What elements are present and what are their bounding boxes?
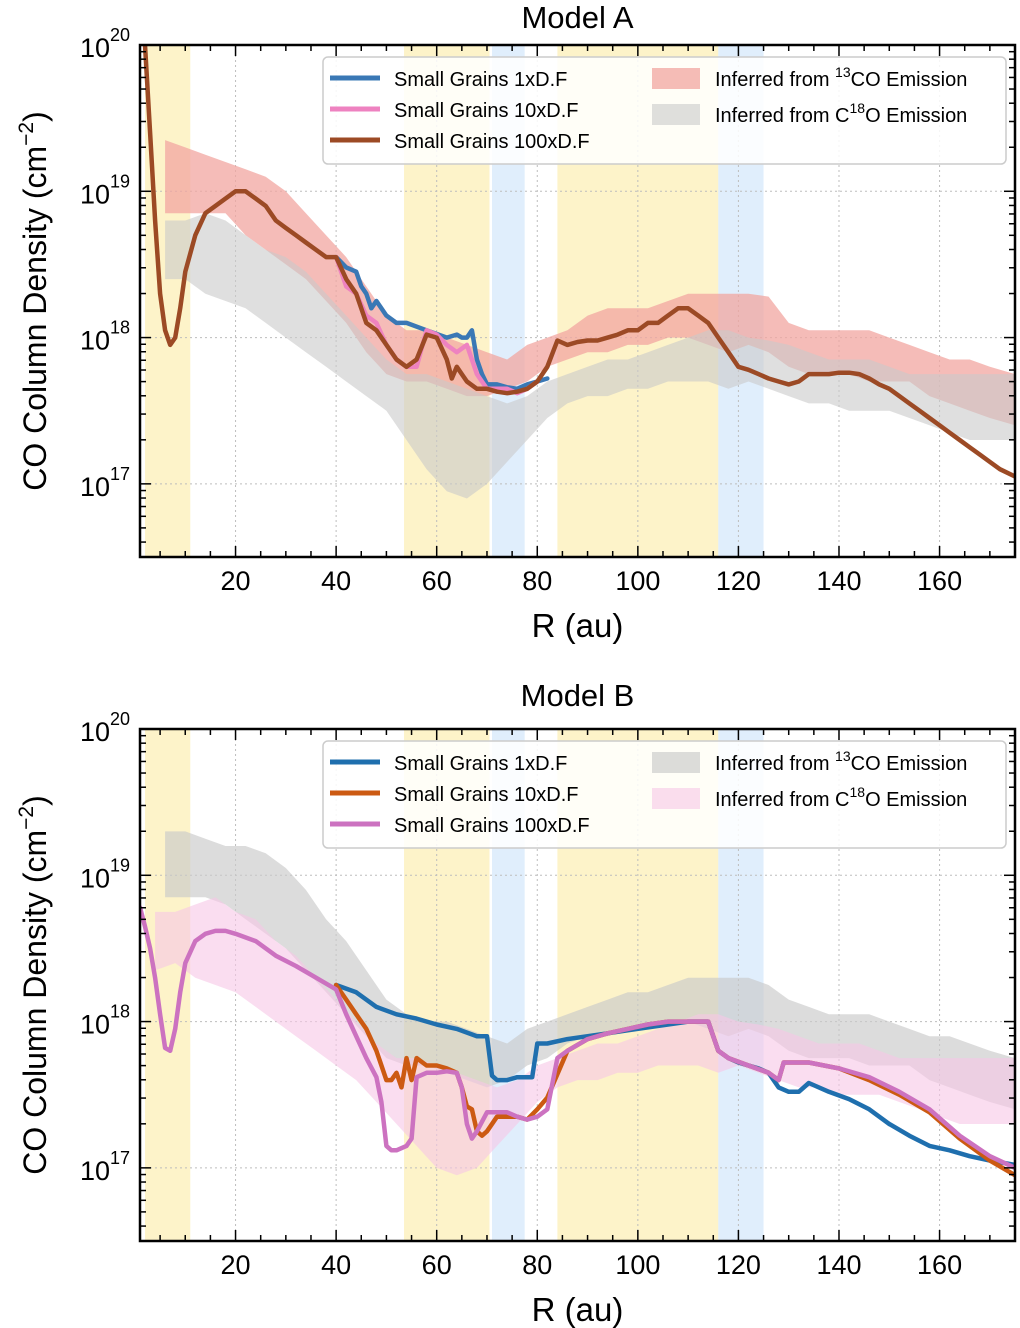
band-c18o [165,213,1015,499]
legend-line-label-3: Small Grains 100xD.F [394,815,590,837]
chart-title: Model B [521,678,635,713]
y-axis-label-text: CO Column Density (cm [17,146,53,491]
legend-band-label-2: Inferred from C18O Emission [715,784,967,811]
x-tick-label: 120 [716,1250,761,1280]
y-axis-label: CO Column Density (cm−2) [15,795,53,1175]
legend-band-label-2: Inferred from C18O Emission [715,100,967,127]
legend-band-label-sup: 13 [835,64,851,80]
band-c18o [155,897,1015,1176]
y-tick-label-base: 10 [80,717,110,747]
legend-band-label-pre: Inferred from [715,69,835,91]
y-tick-label-base: 10 [80,1010,110,1040]
legend-band-label-sup: 18 [849,100,865,116]
legend-band-label-post: O Emission [865,789,967,811]
legend-line-label-3: Small Grains 100xD.F [394,131,590,153]
plot-area [140,729,1015,1241]
y-axis-label: CO Column Density (cm−2) [15,111,53,491]
x-tick-label: 20 [221,1250,251,1280]
x-tick-label: 140 [816,1250,861,1280]
legend-line-label-2: Small Grains 10xD.F [394,100,579,122]
legend-band-swatch-1 [652,68,700,89]
legend-band-label-post: CO Emission [851,753,968,775]
x-tick-label: 80 [522,566,552,596]
x-tick-label: 40 [321,1250,351,1280]
legend-band-label-pre: Inferred from [715,753,835,775]
y-axis-label-sup: −2 [15,806,38,830]
y-tick-label-exp: 20 [110,25,130,45]
x-tick-label: 80 [522,1250,552,1280]
x-axis-label: R (au) [532,607,624,644]
x-tick-label: 100 [615,566,660,596]
series-line-2 [333,254,540,396]
legend-band-label-pre: Inferred from C [715,105,849,127]
legend-band-label-sup: 13 [835,748,851,764]
y-tick-label-base: 10 [80,326,110,356]
legend: Small Grains 1xD.F Small Grains 10xD.F Sma… [322,56,1007,165]
x-tick-label: 40 [321,566,351,596]
y-axis-label-text: CO Column Density (cm [17,830,53,1175]
legend-band-swatch-1 [652,752,700,773]
legend-band-label-post: O Emission [865,105,967,127]
series-line-1 [333,982,1015,1168]
legend-band-swatch-2 [652,104,700,125]
x-tick-label: 140 [816,566,861,596]
y-tick-label-exp: 19 [110,171,130,191]
x-tick-label: 60 [422,1250,452,1280]
y-tick-label-exp: 18 [110,1002,130,1022]
legend-line-label-1: Small Grains 1xD.F [394,69,567,91]
y-tick-label-exp: 17 [110,464,130,484]
y-tick-label-base: 10 [80,33,110,63]
axes-frame [138,727,1017,1243]
y-axis-label-sup: −2 [15,122,38,146]
legend-line-label-1: Small Grains 1xD.F [394,753,567,775]
x-tick-label: 60 [422,566,452,596]
y-tick-label-exp: 17 [110,1148,130,1168]
x-tick-label: 160 [917,1250,962,1280]
legend-line-label-2: Small Grains 10xD.F [394,784,579,806]
y-tick-label-exp: 20 [110,709,130,729]
legend-band-label-1: Inferred from 13CO Emission [715,748,967,775]
y-tick-label-base: 10 [80,863,110,893]
legend: Small Grains 1xD.F Small Grains 10xD.F Sma… [322,740,1007,849]
series-line-3 [140,905,1015,1171]
y-tick-label-exp: 19 [110,855,130,875]
x-tick-label: 120 [716,566,761,596]
axes-frame [138,43,1017,559]
y-tick-label-base: 10 [80,179,110,209]
y-tick-label-base: 10 [80,472,110,502]
y-axis-label-close: ) [17,111,53,122]
chart-title: Model A [521,0,633,35]
x-tick-label: 20 [221,566,251,596]
x-axis-label: R (au) [532,1291,624,1328]
y-tick-label-base: 10 [80,1156,110,1186]
y-tick-label-exp: 18 [110,318,130,338]
y-axis-label-close: ) [17,795,53,806]
x-tick-label: 160 [917,566,962,596]
series-line-3 [142,45,1015,479]
legend-band-label-pre: Inferred from C [715,789,849,811]
legend-band-label-1: Inferred from 13CO Emission [715,64,967,91]
legend-band-label-sup: 18 [849,784,865,800]
legend-band-label-post: CO Emission [851,69,968,91]
legend-band-swatch-2 [652,788,700,809]
gap-region-yellow-0 [145,45,191,557]
x-tick-label: 100 [615,1250,660,1280]
